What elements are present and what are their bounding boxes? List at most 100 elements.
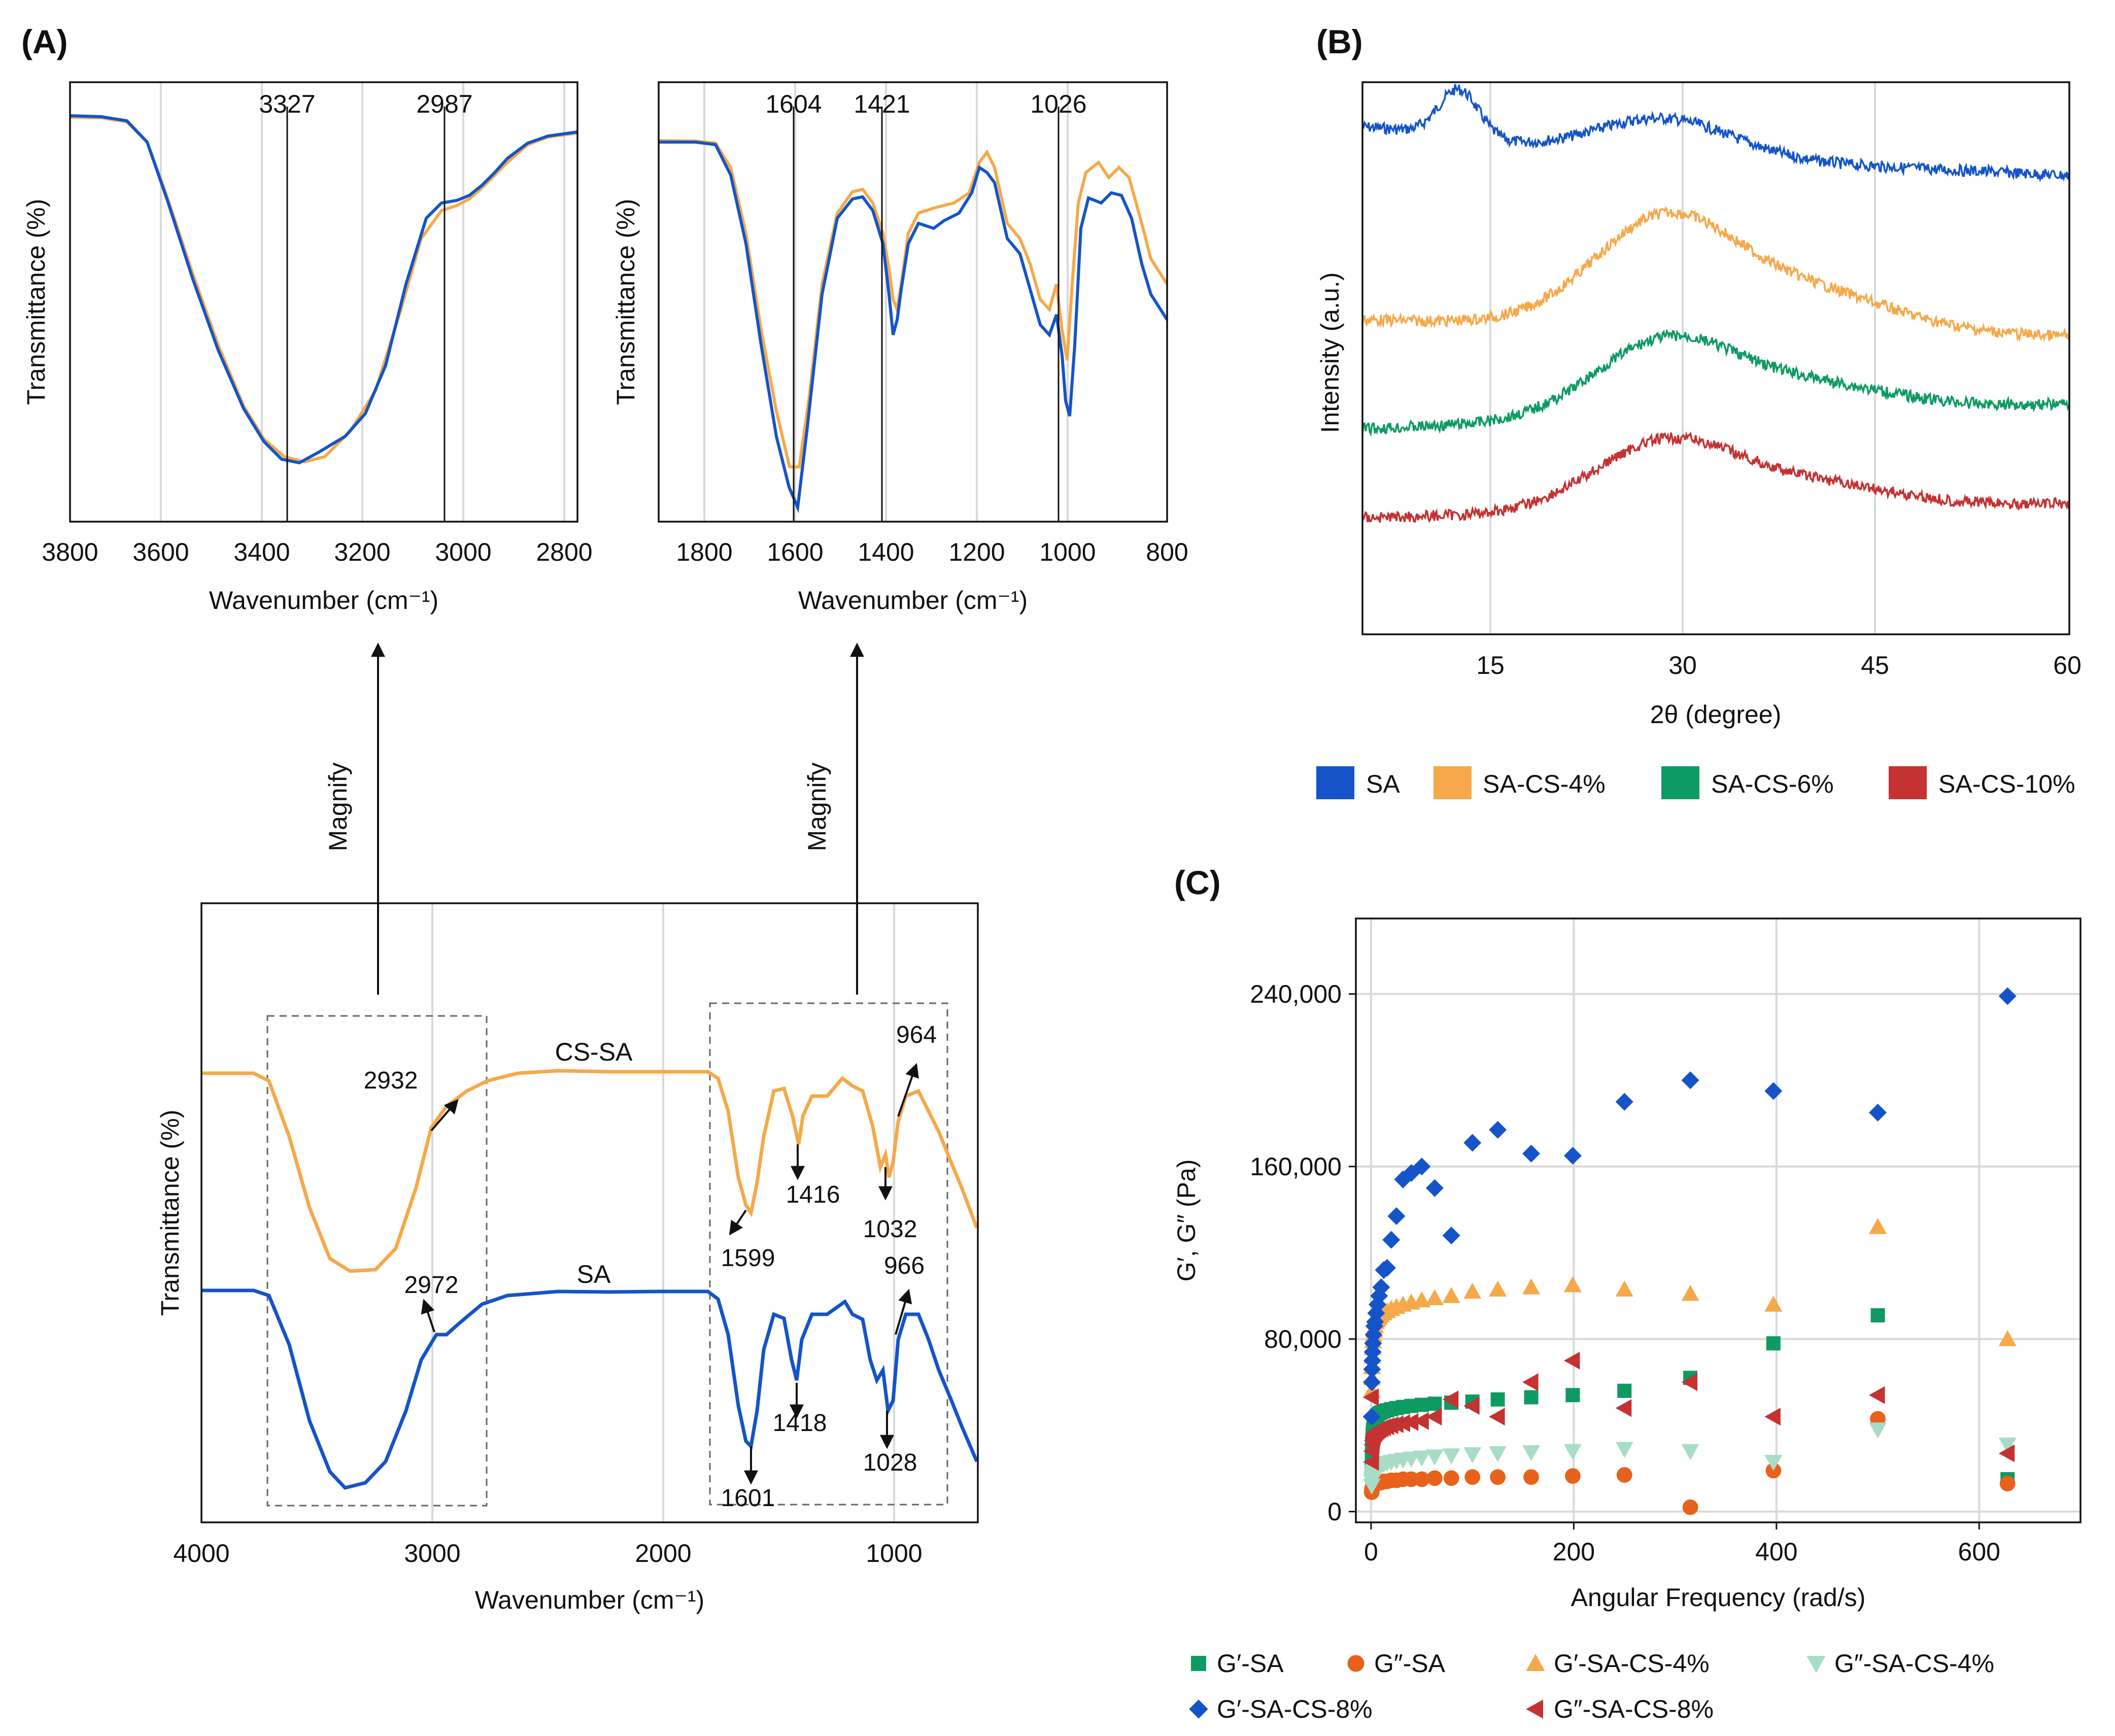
inset-right-xtick: 800 — [1146, 538, 1188, 566]
legend-label: G″-SA — [1374, 1649, 1446, 1678]
rheo-point-gp-sa-cs-8 — [1372, 1278, 1390, 1297]
inset-right-marker-label: 1026 — [1030, 90, 1086, 118]
ftir-main-ylabel: Transmittance (%) — [156, 1110, 184, 1316]
ftir-box-left — [266, 1015, 488, 1507]
rheo-point-gpp-sa-cs-4 — [1563, 1444, 1582, 1460]
panel-b-label: (B) — [1316, 23, 1363, 60]
rheo-xtick: 400 — [1755, 1538, 1797, 1566]
rheo-point-gpp-sa — [1616, 1467, 1632, 1483]
anno-sa-1418: 1418 — [773, 1410, 827, 1437]
rheo-point-gp-sa-cs-8 — [1382, 1231, 1401, 1249]
legend-label: SA-CS-4% — [1483, 770, 1606, 798]
inset-left-xlabel: Wavenumber (cm⁻¹) — [209, 586, 438, 615]
rheo-point-gp-sa-cs-8 — [1425, 1179, 1444, 1197]
inset-left-xtick: 3600 — [132, 538, 189, 566]
xrd-ylabel: Intensity (a.u.) — [1316, 273, 1344, 433]
legend-marker — [1189, 1699, 1208, 1719]
inset-right-ylabel: Transmittance (%) — [611, 199, 640, 405]
rheo-point-gpp-sa-cs-8 — [1998, 1444, 2015, 1462]
rheo-point-gpp-sa-cs-8 — [1402, 1413, 1419, 1431]
inset-right-frame — [658, 81, 1168, 523]
rheo-point-gpp-sa-cs-4 — [1522, 1445, 1541, 1461]
xrd-series-sa-cs-6 — [1361, 328, 2070, 437]
rheo-point-gpp-sa-cs-8 — [1442, 1390, 1459, 1409]
legend-marker — [1806, 1656, 1826, 1673]
rheo-point-gp-sa-cs-4 — [1425, 1289, 1444, 1305]
inset-right-xtick: 1000 — [1039, 538, 1096, 566]
rheo-point-gpp-sa-cs-8 — [1362, 1388, 1379, 1406]
legend-label: G″-SA-CS-8% — [1554, 1695, 1714, 1723]
xrd-xtick: 60 — [2053, 651, 2082, 679]
rheo-point-gp-sa-cs-8 — [1764, 1082, 1783, 1100]
inset-right-xtick: 1400 — [858, 538, 914, 566]
anno-cs-964: 964 — [896, 1022, 937, 1048]
xrd-series-sa — [1361, 84, 2070, 183]
xrd-xlabel: 2θ (degree) — [1650, 700, 1782, 729]
magnify-label-right: Magnify — [803, 762, 831, 851]
xrd-chart: 15 30 45 60 2θ (degree) Intensity (a.u.) — [1316, 81, 2082, 729]
xrd-legend: SA SA-CS-4% SA-CS-6% SA-CS-10% — [1316, 766, 2075, 799]
anno-sa-1601: 1601 — [721, 1485, 775, 1512]
rheo-point-gpp-sa-cs-8 — [1563, 1351, 1580, 1370]
ftir-box-right — [709, 1002, 948, 1506]
rheo-point-gp-sa-cs-4 — [1413, 1291, 1431, 1308]
inset-right-xlabel: Wavenumber (cm⁻¹) — [798, 586, 1028, 615]
rheo-point-gpp-sa — [1464, 1469, 1481, 1485]
inset-right-sa-curve — [659, 141, 1169, 514]
inset-left-xtick: 3800 — [42, 538, 98, 566]
inset-left-sa-curve — [70, 114, 578, 465]
inset-left-xtick: 3200 — [334, 538, 390, 566]
rheo-point-gp-sa — [1490, 1392, 1505, 1407]
inset-right-xtick: 1800 — [676, 538, 732, 566]
rheo-xlabel: Angular Frequency (rad/s) — [1571, 1583, 1866, 1612]
inset-left-xtick: 2800 — [536, 538, 592, 566]
rheo-point-gp-sa — [1524, 1390, 1539, 1405]
ftir-main-xlabel: Wavenumber (cm⁻¹) — [475, 1586, 704, 1614]
rheo-point-gp-sa — [1414, 1398, 1429, 1412]
legend-swatch-cs4 — [1434, 766, 1472, 799]
rheo-point-gpp-sa-cs-8 — [1463, 1397, 1480, 1415]
rheo-point-gpp-sa — [1523, 1469, 1539, 1485]
rheo-point-gpp-sa-cs-4 — [1764, 1455, 1783, 1471]
inset-right-marker-label: 1421 — [854, 90, 910, 118]
rheo-ylabel: G′, G″ (Pa) — [1172, 1160, 1201, 1282]
rheo-xtick: 200 — [1553, 1538, 1595, 1566]
rheo-point-gpp-sa-cs-8 — [1394, 1414, 1410, 1432]
rheo-point-gp-sa-cs-4 — [1463, 1282, 1482, 1299]
rheo-point-gp-sa-cs-4 — [1442, 1287, 1460, 1303]
rheo-point-gp-sa — [1766, 1336, 1781, 1351]
rheo-point-gpp-sa-cs-4 — [1489, 1446, 1507, 1462]
magnify-label-left: Magnify — [324, 762, 352, 851]
rheo-point-gpp-sa — [1999, 1476, 2016, 1491]
legend-swatch-cs6 — [1661, 766, 1699, 799]
rheo-ytick: 80,000 — [1264, 1325, 1342, 1353]
rheo-point-gpp-sa-cs-8 — [1764, 1408, 1781, 1426]
anno-cs-1032: 1032 — [863, 1216, 917, 1243]
rheo-point-gpp-sa-cs-8 — [1489, 1408, 1505, 1426]
anno-arrow — [421, 1299, 435, 1333]
inset-left-xtick: 3000 — [435, 538, 491, 566]
ftir-main-series-label-cs: CS-SA — [555, 1038, 633, 1066]
rheo-point-gp-sa-cs-4 — [1615, 1280, 1633, 1297]
anno-cs-2932: 2932 — [364, 1067, 418, 1094]
rheo-legend: G′-SA G″-SA G′-SA-CS-4% G″-SA-CS-4% G′-S… — [1189, 1649, 1994, 1723]
rheo-point-gp-sa-cs-8 — [1442, 1227, 1460, 1245]
inset-right: 1604 1421 1026 1800 1600 1400 1200 1000 … — [611, 81, 1188, 615]
anno-cs-1416: 1416 — [786, 1181, 840, 1208]
rheo-point-gpp-sa-cs-4 — [1869, 1422, 1887, 1439]
xrd-xtick: 30 — [1668, 651, 1697, 679]
ftir-main-series-label-sa: SA — [577, 1260, 611, 1288]
xrd-series-sa-cs-10 — [1362, 431, 2070, 523]
ftir-main-xtick: 1000 — [866, 1539, 922, 1568]
rheo-point-gp-sa — [1427, 1397, 1442, 1411]
inset-right-xtick: 1200 — [948, 538, 1005, 566]
panel-a-label: (A) — [21, 23, 68, 60]
inset-right-marker-label: 1604 — [765, 90, 822, 118]
rheo-frame — [1355, 917, 2082, 1523]
inset-left-frame — [69, 81, 578, 523]
rheo-point-gpp-sa-cs-8 — [1425, 1408, 1442, 1426]
rheo-point-gp-sa-cs-4 — [1522, 1278, 1541, 1295]
ftir-cs-sa-curve — [201, 1069, 979, 1273]
rheo-grid-group — [1356, 918, 2080, 1522]
inset-left-xtick: 3400 — [233, 538, 290, 566]
